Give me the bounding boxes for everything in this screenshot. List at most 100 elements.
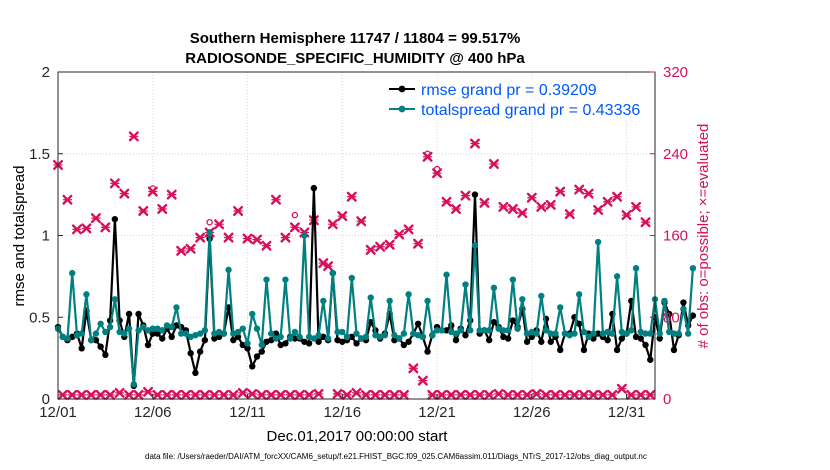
obs-evaluated-marker <box>138 205 149 216</box>
totalspread-point <box>253 325 261 332</box>
obs-evaluated-marker <box>346 191 357 202</box>
totalspread-point <box>296 333 303 341</box>
totalspread-point <box>149 325 156 332</box>
rmse-point <box>656 335 663 342</box>
obs-evaluated-marker <box>498 201 509 212</box>
totalspread-point <box>571 330 578 337</box>
totalspread-point <box>661 297 668 305</box>
obs-evaluated-marker <box>526 192 537 203</box>
obs-evaluated-marker <box>588 389 599 400</box>
rmse-point <box>97 343 104 350</box>
x-axis-label: Dec.01,2017 00:00:00 start <box>267 428 449 445</box>
obs-evaluated-marker <box>427 389 438 400</box>
totalspread-point <box>504 327 512 334</box>
obs-possible-marker <box>206 218 213 226</box>
obs-evaluated-marker <box>109 178 120 189</box>
obs-evaluated-marker <box>285 389 296 400</box>
obs-evaluated-marker <box>474 389 485 400</box>
y-right-tick-label: 160 <box>663 228 688 245</box>
obs-evaluated-marker <box>360 389 371 400</box>
rmse-point <box>367 318 374 326</box>
data-file-footer: data file: /Users/raeder/DAI/ATM_forcXX/… <box>145 452 647 461</box>
totalspread-point <box>642 330 649 337</box>
rmse-point <box>159 335 166 342</box>
obs-evaluated-marker <box>270 194 281 205</box>
totalspread-point <box>291 328 299 336</box>
obs-evaluated-marker <box>550 389 561 400</box>
obs-evaluated-marker <box>493 388 504 399</box>
rmse-point <box>168 333 175 341</box>
obs-evaluated-marker <box>261 240 272 251</box>
obs-evaluated-marker <box>365 244 376 255</box>
rmse-point <box>353 340 360 347</box>
obs-evaluated-marker <box>351 387 362 398</box>
totalspread-point <box>538 292 545 300</box>
obs-evaluated-marker <box>275 389 286 400</box>
totalspread-point <box>329 269 337 277</box>
rmse-point <box>258 348 265 355</box>
obs-evaluated-marker <box>218 389 229 400</box>
obs-evaluated-marker <box>209 389 220 400</box>
obs-evaluated-marker <box>176 245 187 256</box>
rmse-point <box>215 333 223 341</box>
obs-evaluated-marker <box>233 205 244 216</box>
obs-evaluated-marker <box>180 389 191 400</box>
obs-evaluated-marker <box>626 389 637 400</box>
rmse-point <box>400 341 408 349</box>
obs-evaluated-marker <box>436 389 447 400</box>
x-tick-label: 12/21 <box>418 404 456 421</box>
y-left-tick-label: 1.5 <box>29 146 50 163</box>
totalspread-point <box>613 273 621 280</box>
obs-evaluated-marker <box>597 389 608 400</box>
obs-layer <box>53 131 656 400</box>
obs-evaluated-marker <box>195 232 206 243</box>
obs-evaluated-marker <box>398 389 409 400</box>
y-axis-left: 0 0.5 1 1.5 2 <box>29 64 63 408</box>
rmse-point <box>680 299 687 306</box>
rmse-point <box>504 335 512 342</box>
obs-evaluated-marker <box>133 389 144 400</box>
rmse-point <box>125 310 133 318</box>
obs-evaluated-marker <box>574 184 585 195</box>
obs-evaluated-marker <box>413 238 424 249</box>
obs-evaluated-marker <box>86 389 97 400</box>
obs-evaluated-marker <box>124 389 135 400</box>
totalspread-point <box>239 325 246 332</box>
obs-evaluated-marker <box>356 216 367 227</box>
totalspread-point <box>424 297 431 305</box>
totalspread-point <box>609 330 616 337</box>
rmse-point <box>471 191 479 198</box>
totalspread-point <box>585 333 592 341</box>
totalspread-point <box>590 330 597 337</box>
obs-evaluated-marker <box>256 389 267 400</box>
totalspread-point <box>106 323 114 331</box>
totalspread-point <box>315 332 322 339</box>
obs-evaluated-marker <box>143 386 154 397</box>
rmse-point <box>670 346 678 354</box>
obs-evaluated-marker <box>384 239 395 250</box>
legend-spread-label: totalspread grand pr = 0.43336 <box>421 102 640 119</box>
obs-evaluated-marker <box>280 232 291 243</box>
obs-evaluated-marker <box>289 222 300 233</box>
totalspread-point <box>343 333 351 341</box>
obs-evaluated-marker <box>166 189 177 200</box>
obs-evaluated-marker <box>214 219 225 230</box>
totalspread-point <box>125 325 133 332</box>
totalspread-point <box>182 330 190 337</box>
totalspread-point <box>514 325 521 332</box>
totalspread-point <box>429 332 436 339</box>
y-right-tick-label: 0 <box>663 391 671 408</box>
obs-evaluated-marker <box>313 388 324 399</box>
obs-evaluated-marker <box>593 204 604 215</box>
obs-evaluated-marker <box>76 389 87 400</box>
obs-evaluated-marker <box>488 158 499 169</box>
obs-evaluated-marker <box>190 389 201 400</box>
obs-evaluated-marker <box>621 210 632 221</box>
totalspread-point <box>684 330 692 337</box>
obs-evaluated-marker <box>228 389 239 400</box>
legend-rmse-label: rmse grand pr = 0.39209 <box>421 82 597 99</box>
x-tick-label: 12/26 <box>513 404 551 421</box>
obs-evaluated-marker <box>460 190 471 201</box>
totalspread-point <box>64 335 71 342</box>
totalspread-point <box>675 330 682 337</box>
